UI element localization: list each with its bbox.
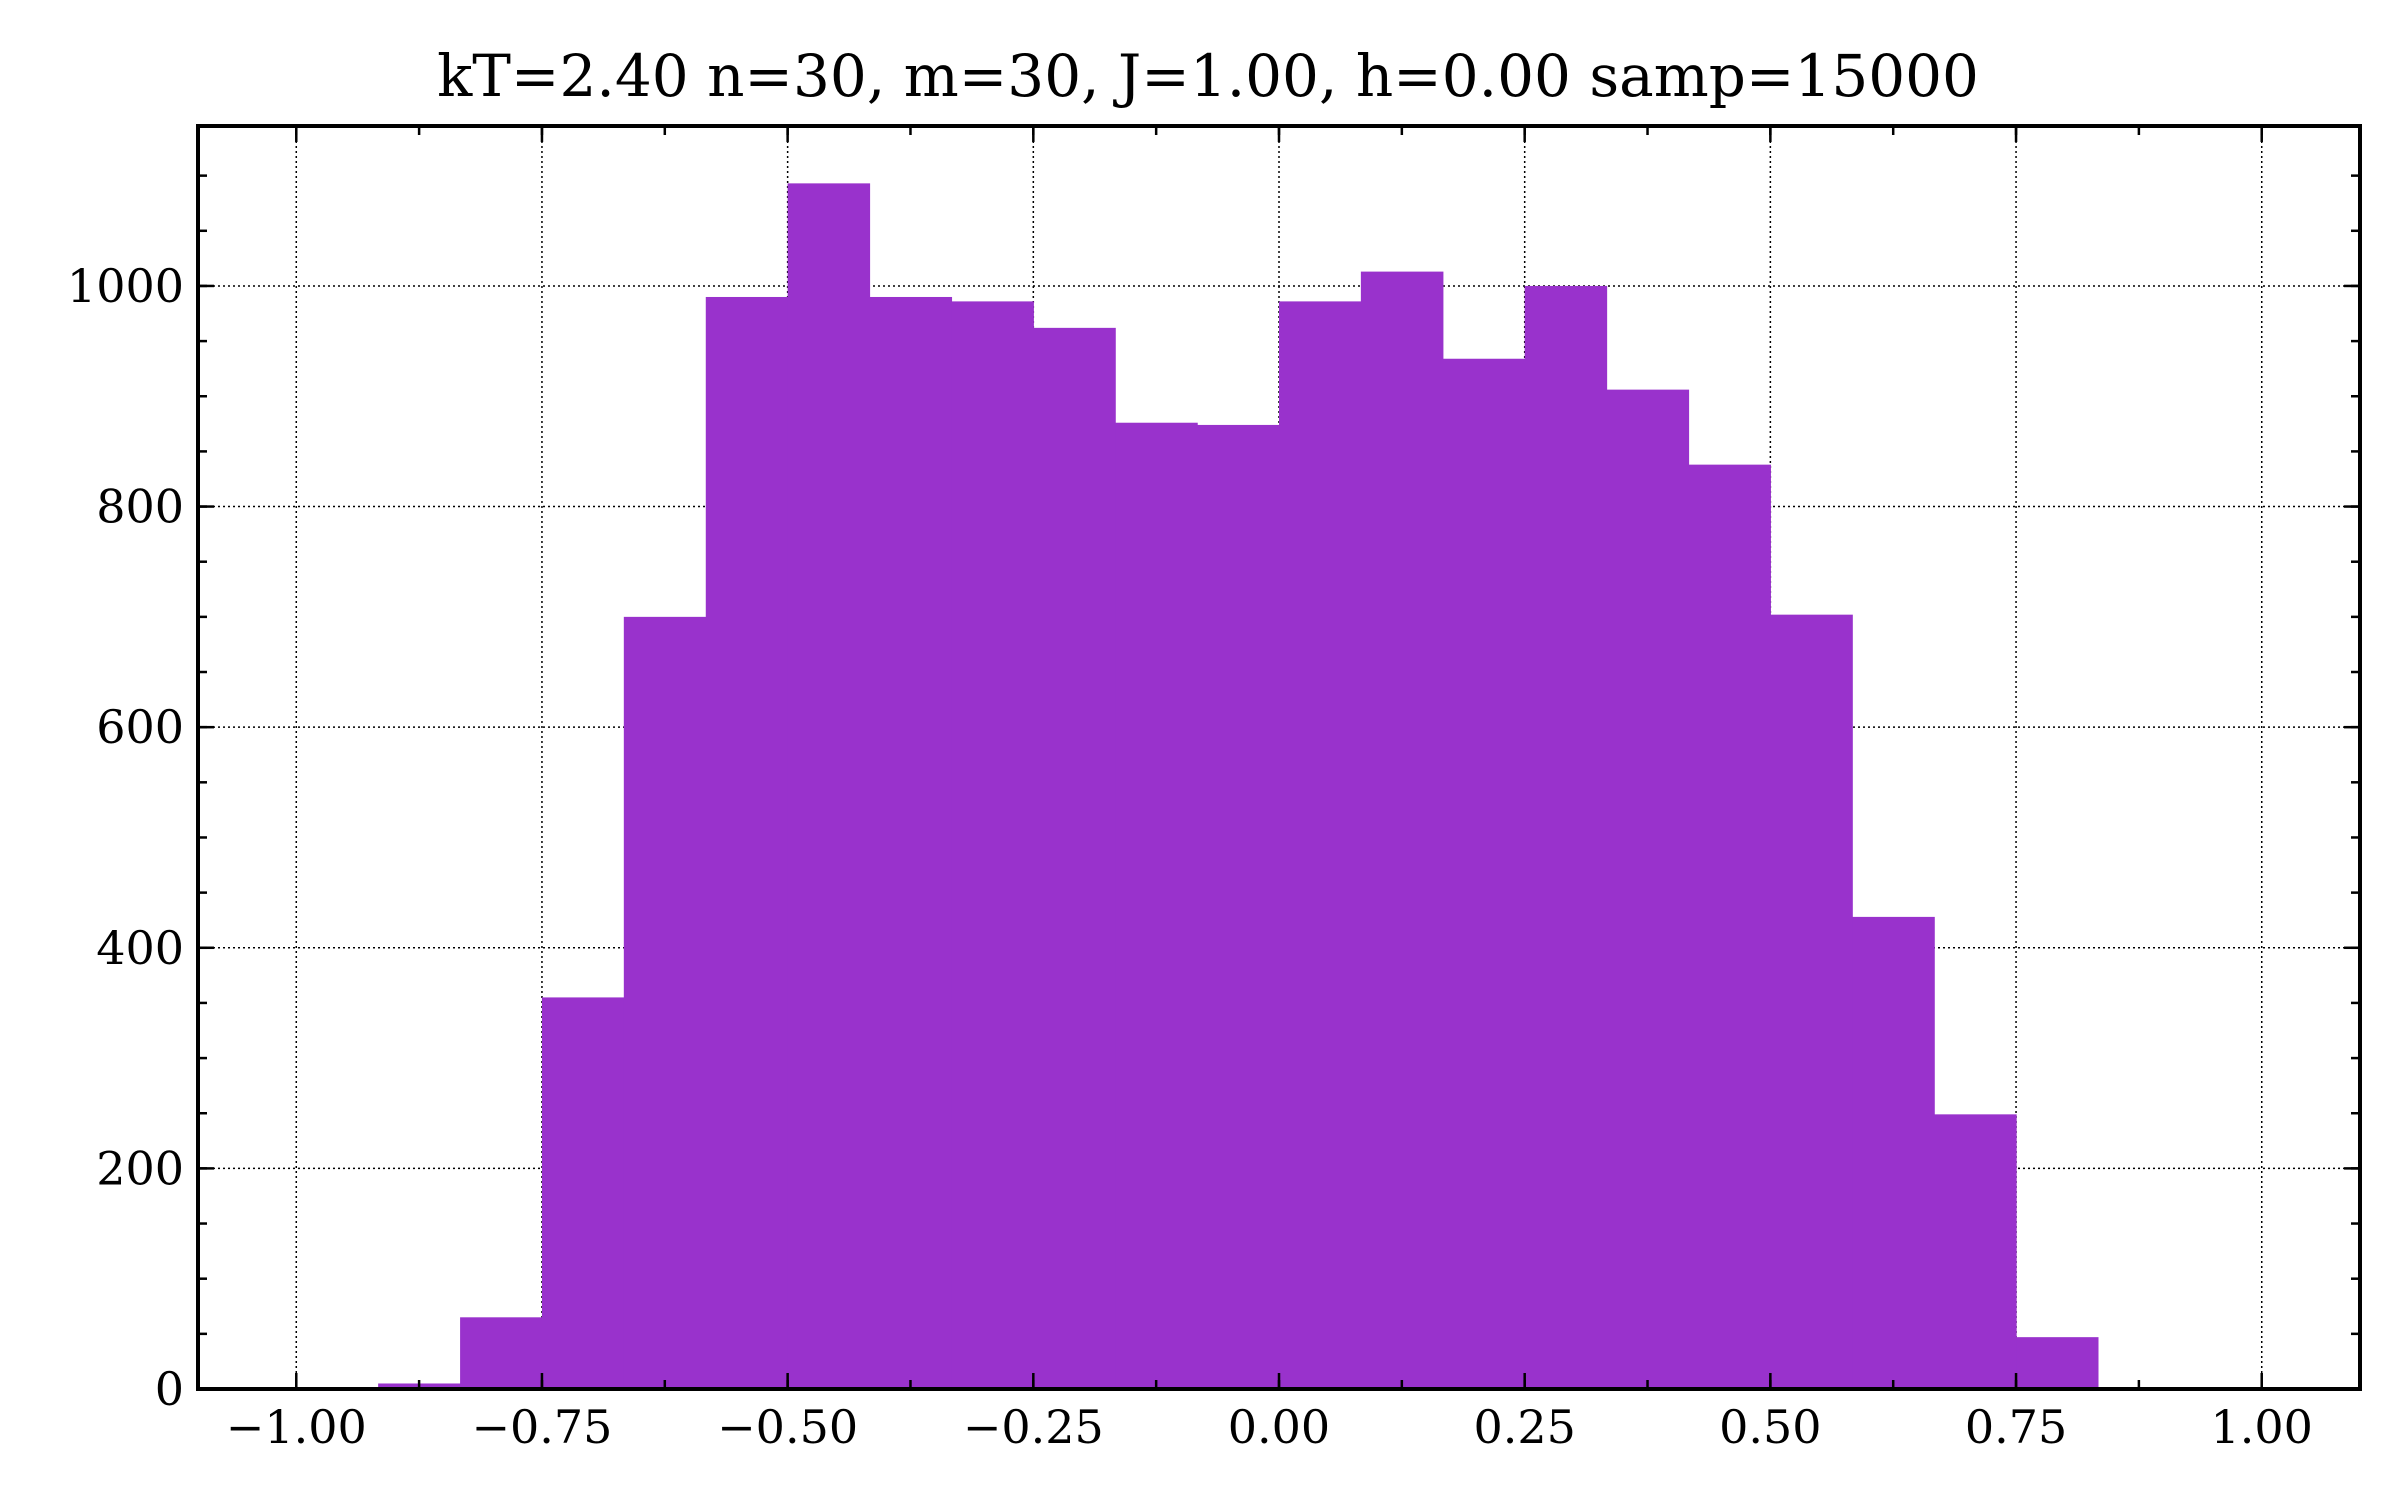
chart-title: kT=2.40 n=30, m=30, J=1.00, h=0.00 samp=…	[437, 42, 1979, 110]
x-tick-label: 0.00	[1228, 1400, 1330, 1454]
histogram-bar	[623, 616, 707, 1389]
y-tick-label: 400	[96, 921, 184, 975]
histogram-bar	[1197, 424, 1280, 1390]
histogram-bar	[1852, 916, 1935, 1389]
x-tick-label: −0.50	[717, 1400, 858, 1454]
histogram-bar	[2016, 1337, 2099, 1389]
x-tick-label: 0.50	[1719, 1400, 1821, 1454]
y-tick-label: 1000	[67, 259, 184, 313]
histogram-bar	[1033, 327, 1116, 1389]
x-tick-label: −1.00	[226, 1400, 367, 1454]
y-tick-label: 800	[96, 480, 184, 534]
histogram-bar	[1279, 301, 1362, 1390]
y-tick-label: 600	[96, 700, 184, 754]
x-tick-label: −0.75	[471, 1400, 612, 1454]
y-tick-label: 0	[155, 1362, 184, 1416]
histogram-bar	[1442, 358, 1526, 1389]
x-tick-label: 0.75	[1965, 1400, 2067, 1454]
histogram-bars	[378, 183, 2099, 1390]
histogram-bar	[1360, 271, 1444, 1389]
y-tick-label: 200	[96, 1141, 184, 1195]
histogram-bar	[705, 296, 789, 1390]
x-tick-label: 1.00	[2211, 1400, 2313, 1454]
histogram-bar	[1934, 1114, 2017, 1389]
histogram-bar	[541, 997, 625, 1389]
plot-frame	[196, 124, 2362, 1391]
histogram-bar	[869, 296, 953, 1390]
histogram-bar	[951, 301, 1034, 1390]
x-tick-label: −0.25	[963, 1400, 1104, 1454]
tick-labels: −1.00 −0.75 −0.50 −0.25 0.00 0.25 0.50 0.75 1.00…	[67, 259, 2313, 1454]
histogram-bar	[1688, 464, 1771, 1389]
histogram-bar	[1770, 614, 1853, 1389]
histogram-bar	[787, 183, 871, 1390]
histogram-bar	[460, 1317, 543, 1389]
histogram-bar	[1524, 285, 1608, 1389]
x-tick-label: 0.25	[1473, 1400, 1575, 1454]
histogram-bar	[1606, 389, 1690, 1389]
histogram-bar	[1115, 422, 1198, 1389]
